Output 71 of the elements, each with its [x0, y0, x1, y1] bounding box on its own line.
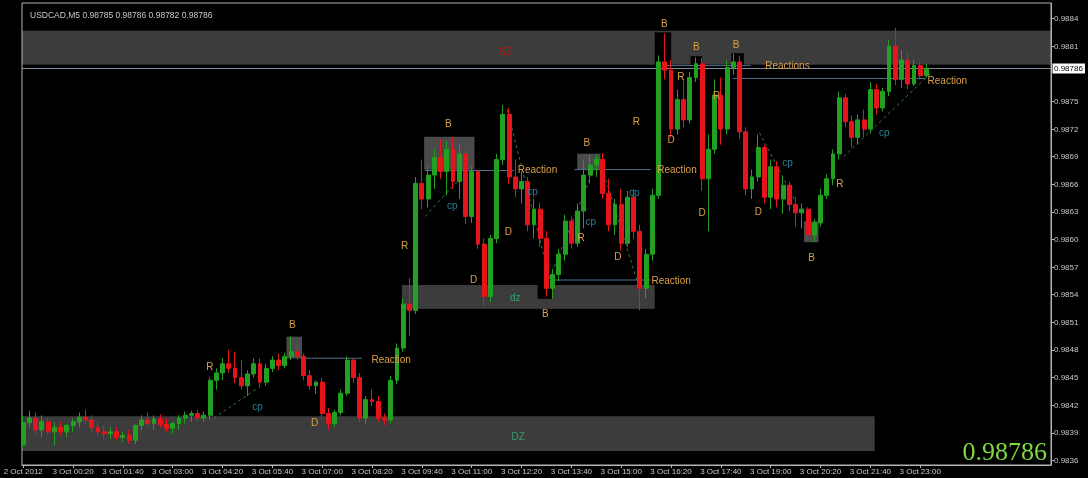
x-tick-label: 3 Oct 19:00: [750, 466, 792, 476]
x-tick-label: 3 Oct 13:40: [550, 466, 593, 476]
annotation: SZ: [499, 45, 512, 57]
x-tick-label: 2 Oct 2012: [3, 466, 44, 476]
x-tick-label: 3 Oct 08:20: [351, 466, 394, 476]
annotation: B: [583, 137, 591, 149]
annotation: R: [401, 239, 409, 251]
annotation: B: [693, 40, 701, 52]
annotation: D: [469, 273, 478, 285]
annotation: D: [754, 205, 762, 217]
y-tick-label: 0.9842: [1054, 400, 1080, 410]
annotation: B: [541, 308, 549, 320]
annotation: R: [713, 90, 721, 102]
annotation: R: [836, 178, 844, 190]
y-tick-label: 0.9836: [1054, 455, 1080, 465]
y-tick-label: 0.9881: [1054, 41, 1080, 51]
y-tick-label: 0.9863: [1054, 207, 1080, 217]
y-tick-label: 0.9875: [1054, 96, 1080, 106]
y-tick-label: 0.9848: [1054, 345, 1080, 355]
y-tick-label: 0.9845: [1054, 373, 1080, 383]
annotation: D: [667, 134, 675, 146]
annotation: D: [614, 250, 622, 262]
annotation: D: [698, 206, 706, 218]
y-tick-label: 0.9857: [1054, 262, 1080, 272]
x-tick-label: 3 Oct 15:00: [600, 466, 643, 476]
x-tick-label: 3 Oct 04:20: [201, 466, 244, 476]
annotation: D: [311, 416, 319, 428]
annotation: D: [504, 225, 513, 237]
annotation: B: [444, 118, 452, 130]
x-tick-label: 3 Oct 12:20: [500, 466, 543, 476]
x-tick-label: 3 Oct 23:00: [899, 466, 942, 476]
annotation: cp: [446, 199, 458, 211]
annotation: cp: [879, 127, 891, 139]
y-tick-label: 0.9839: [1054, 428, 1080, 438]
x-tick-label: 3 Oct 17:40: [700, 466, 743, 476]
annotation: DZ: [511, 430, 525, 442]
annotation: Reaction: [651, 275, 691, 287]
text: USDCAD,M5 0.98785 0.98786 0.98782 0.98786: [30, 9, 213, 20]
annotation: B: [288, 319, 296, 331]
x-tick-label: 3 Oct 03:00: [152, 466, 194, 476]
x-tick-label: 3 Oct 21:40: [849, 466, 892, 476]
x-tick-label: 3 Oct 16:20: [650, 466, 693, 476]
x-tick-label: 3 Oct 20:20: [799, 466, 842, 476]
annotation: cp: [252, 400, 264, 412]
annotation: dz: [509, 292, 521, 304]
x-tick-label: 3 Oct 11:00: [451, 466, 493, 476]
annotation: B: [732, 38, 740, 50]
annotation: Reactions: [765, 59, 810, 71]
y-tick-label: 0.9884: [1054, 14, 1080, 24]
y-tick-label: 0.9872: [1054, 124, 1080, 134]
x-tick-label: 3 Oct 07:00: [301, 466, 344, 476]
x-tick-label: 3 Oct 01:40: [102, 466, 145, 476]
annotation: B: [808, 251, 816, 263]
annotation: R: [206, 361, 214, 373]
annotation: Reaction: [517, 164, 558, 176]
annotation: 0.98786: [962, 436, 1048, 466]
x-tick-label: 3 Oct 05:40: [251, 466, 294, 476]
y-tick-label: 0.9869: [1054, 152, 1080, 162]
annotation: cp: [782, 157, 794, 169]
annotation: R: [632, 116, 640, 128]
ref-line-label: 0.98786: [1054, 64, 1084, 73]
y-tick-label: 0.9851: [1054, 317, 1080, 327]
y-tick-label: 0.9854: [1054, 290, 1080, 300]
annotation: Reaction: [927, 74, 968, 86]
annotation: cp: [585, 215, 597, 227]
annotation: R: [677, 70, 685, 82]
x-tick-label: 3 Oct 00:20: [52, 466, 95, 476]
y-tick-label: 0.9860: [1054, 235, 1080, 245]
x-tick-label: 3 Oct 09:40: [401, 466, 444, 476]
annotation: B: [661, 17, 669, 29]
y-tick-label: 0.9866: [1054, 179, 1080, 189]
